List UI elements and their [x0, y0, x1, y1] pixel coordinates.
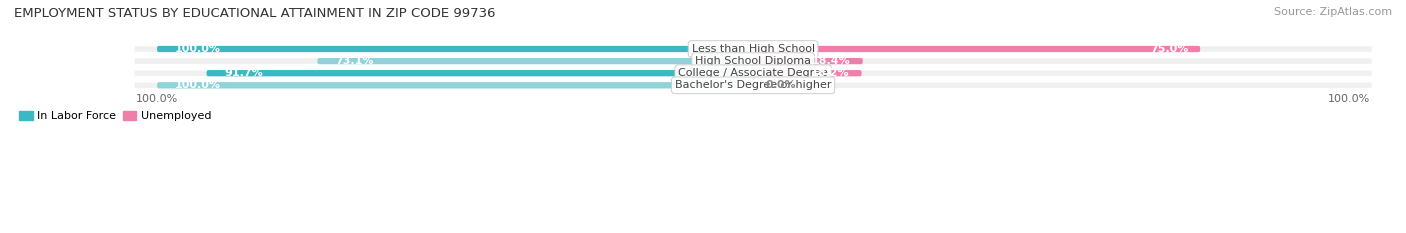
- Text: 18.4%: 18.4%: [813, 56, 851, 66]
- FancyBboxPatch shape: [157, 46, 754, 52]
- Text: 100.0%: 100.0%: [136, 94, 179, 104]
- Text: Source: ZipAtlas.com: Source: ZipAtlas.com: [1274, 7, 1392, 17]
- FancyBboxPatch shape: [318, 58, 754, 64]
- Text: 18.2%: 18.2%: [811, 68, 849, 78]
- FancyBboxPatch shape: [754, 46, 1201, 52]
- FancyBboxPatch shape: [207, 70, 754, 76]
- Text: High School Diploma: High School Diploma: [695, 56, 811, 66]
- Text: EMPLOYMENT STATUS BY EDUCATIONAL ATTAINMENT IN ZIP CODE 99736: EMPLOYMENT STATUS BY EDUCATIONAL ATTAINM…: [14, 7, 495, 20]
- Text: Less than High School: Less than High School: [692, 44, 814, 54]
- Text: 91.7%: 91.7%: [225, 68, 263, 78]
- Text: 100.0%: 100.0%: [174, 44, 221, 54]
- FancyBboxPatch shape: [134, 45, 1374, 53]
- Text: 100.0%: 100.0%: [174, 80, 221, 90]
- FancyBboxPatch shape: [754, 58, 863, 64]
- Text: 75.0%: 75.0%: [1150, 44, 1188, 54]
- FancyBboxPatch shape: [134, 57, 1374, 65]
- Text: 73.1%: 73.1%: [335, 56, 374, 66]
- Legend: In Labor Force, Unemployed: In Labor Force, Unemployed: [15, 106, 215, 126]
- FancyBboxPatch shape: [134, 69, 1374, 77]
- Text: 100.0%: 100.0%: [1329, 94, 1371, 104]
- Text: 0.0%: 0.0%: [765, 80, 796, 90]
- FancyBboxPatch shape: [157, 82, 754, 89]
- FancyBboxPatch shape: [134, 81, 1374, 89]
- Text: College / Associate Degree: College / Associate Degree: [678, 68, 828, 78]
- Text: Bachelor's Degree or higher: Bachelor's Degree or higher: [675, 80, 831, 90]
- FancyBboxPatch shape: [754, 70, 862, 76]
